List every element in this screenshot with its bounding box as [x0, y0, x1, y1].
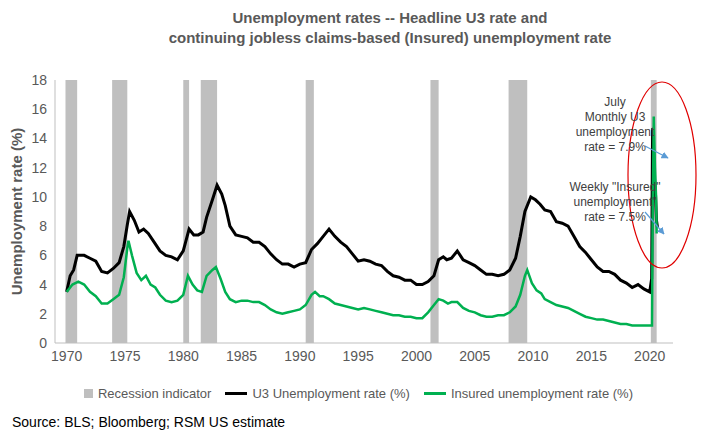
- html-text:unemployment: unemployment: [575, 125, 655, 139]
- svg-text:2: 2: [39, 306, 47, 322]
- html-text:Monthly U3: Monthly U3: [584, 110, 646, 124]
- svg-text:18: 18: [31, 72, 47, 88]
- html-text:continuing jobless claims-base: continuing jobless claims-based (Insured…: [168, 29, 612, 46]
- svg-text:Unemployment rate (%): Unemployment rate (%): [8, 128, 25, 296]
- html-text:rate = 7.5%: rate = 7.5%: [584, 210, 646, 224]
- svg-text:8: 8: [39, 218, 47, 234]
- svg-text:2015: 2015: [576, 348, 607, 364]
- svg-text:0: 0: [39, 335, 47, 351]
- svg-text:2005: 2005: [459, 348, 490, 364]
- svg-text:2020: 2020: [634, 348, 665, 364]
- svg-text:1970: 1970: [51, 348, 82, 364]
- html-text:Unemployment rates -- Headline: Unemployment rates -- Headline U3 rate a…: [232, 9, 548, 26]
- html-text:rate = 7.9%: rate = 7.9%: [584, 140, 646, 154]
- html-text:Insured unemployment rate (%): Insured unemployment rate (%): [450, 386, 633, 401]
- svg-text:14: 14: [31, 130, 47, 146]
- html-text:U3 Unemployment rate (%): U3 Unemployment rate (%): [252, 386, 410, 401]
- html-text:unemployment": unemployment": [573, 195, 657, 209]
- svg-text:1995: 1995: [343, 348, 374, 364]
- html-text:Recession indicator: Recession indicator: [98, 386, 212, 401]
- svg-text:12: 12: [31, 160, 47, 176]
- svg-text:2010: 2010: [517, 348, 548, 364]
- svg-text:1980: 1980: [168, 348, 199, 364]
- svg-text:16: 16: [31, 101, 47, 117]
- svg-text:10: 10: [31, 189, 47, 205]
- html-text:Source: BLS; Bloomberg; RSM US: Source: BLS; Bloomberg; RSM US estimate: [12, 414, 286, 430]
- html-text:July: July: [604, 95, 626, 109]
- svg-text:1975: 1975: [109, 348, 140, 364]
- svg-text:6: 6: [39, 247, 47, 263]
- svg-text:1990: 1990: [284, 348, 315, 364]
- svg-text:2000: 2000: [401, 348, 432, 364]
- html-text:Weekly "Insured": Weekly "Insured": [569, 180, 661, 194]
- svg-text:4: 4: [39, 277, 47, 293]
- svg-text:1985: 1985: [226, 348, 257, 364]
